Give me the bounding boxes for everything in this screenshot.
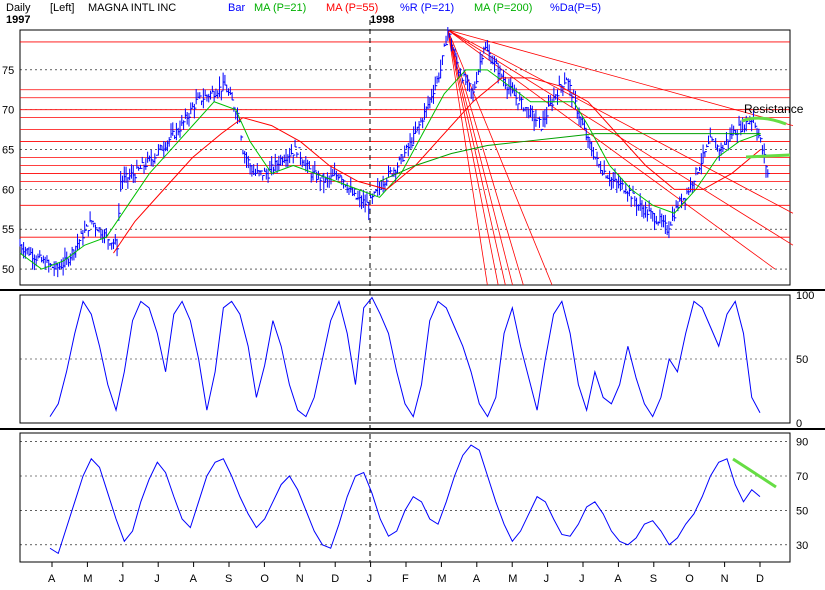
percent-d-axis-tick-label: 90 (796, 437, 808, 449)
percent-d-panel-frame (19, 432, 791, 563)
month-label: D (331, 573, 339, 585)
month-label: F (402, 573, 409, 585)
month-label: J (154, 573, 160, 585)
price-axis-tick-label: 50 (2, 264, 14, 276)
month-label: S (650, 573, 657, 585)
resistance-annotation: Resistance (744, 102, 804, 116)
month-label: A (190, 573, 198, 585)
percent-d-axis-tick-label: 30 (796, 540, 808, 552)
percent-d-highlight (732, 457, 777, 489)
month-label: M (508, 573, 517, 585)
fan-line (447, 29, 553, 286)
year-start: 1997 (6, 14, 31, 26)
month-label: J (544, 573, 550, 585)
resistance-highlight (741, 116, 787, 126)
percent-r-axis-tick-label: 0 (796, 418, 802, 430)
symbol-name: MAGNA INTL INC (88, 2, 177, 14)
price-axis-tick-label: 60 (2, 184, 14, 196)
month-label: D (756, 573, 764, 585)
fan-line (447, 29, 794, 214)
month-label: A (473, 573, 481, 585)
price-axis-tick-label: 65 (2, 145, 14, 157)
percent-d-axis-tick-label: 70 (796, 471, 808, 483)
ma200-line (379, 133, 761, 182)
month-label: J (579, 573, 585, 585)
legend-ma55: MA (P=55) (326, 2, 379, 14)
legend-percent-r: %R (P=21) (400, 2, 455, 14)
scale-side: [Left] (50, 2, 75, 14)
month-label: J (119, 573, 125, 585)
month-label: N (721, 573, 729, 585)
ma55-line (113, 77, 761, 254)
percent-d-axis-tick-label: 50 (796, 505, 808, 517)
legend-bar: Bar (228, 2, 246, 14)
support-highlight (745, 153, 791, 159)
ma21-line (19, 69, 761, 270)
fan-line (447, 29, 499, 286)
legend-ma200: MA (P=200) (474, 2, 533, 14)
month-label: M (437, 573, 446, 585)
month-label: M (83, 573, 92, 585)
percent-r-axis-tick-label: 100 (796, 290, 814, 302)
month-label: A (614, 573, 622, 585)
legend-percent-d: %Da(P=5) (550, 2, 602, 14)
fan-line (447, 29, 776, 270)
month-label: O (260, 573, 269, 585)
price-axis-tick-label: 55 (2, 224, 14, 236)
month-label: J (367, 573, 373, 585)
fan-line (447, 29, 488, 286)
month-label: S (225, 573, 232, 585)
fan-line (447, 29, 506, 286)
percent-d-line (49, 444, 761, 555)
legend-ma21: MA (P=21) (254, 2, 307, 14)
month-label: N (296, 573, 304, 585)
month-label: A (48, 573, 56, 585)
price-axis-tick-label: 75 (2, 65, 14, 77)
month-label: O (685, 573, 694, 585)
price-axis-tick-label: 70 (2, 105, 14, 117)
fan-line (447, 29, 794, 127)
percent-r-line (49, 296, 761, 418)
percent-r-axis-tick-label: 50 (796, 354, 808, 366)
year-mid: 1998 (370, 14, 395, 26)
chart-period: Daily (6, 2, 31, 14)
